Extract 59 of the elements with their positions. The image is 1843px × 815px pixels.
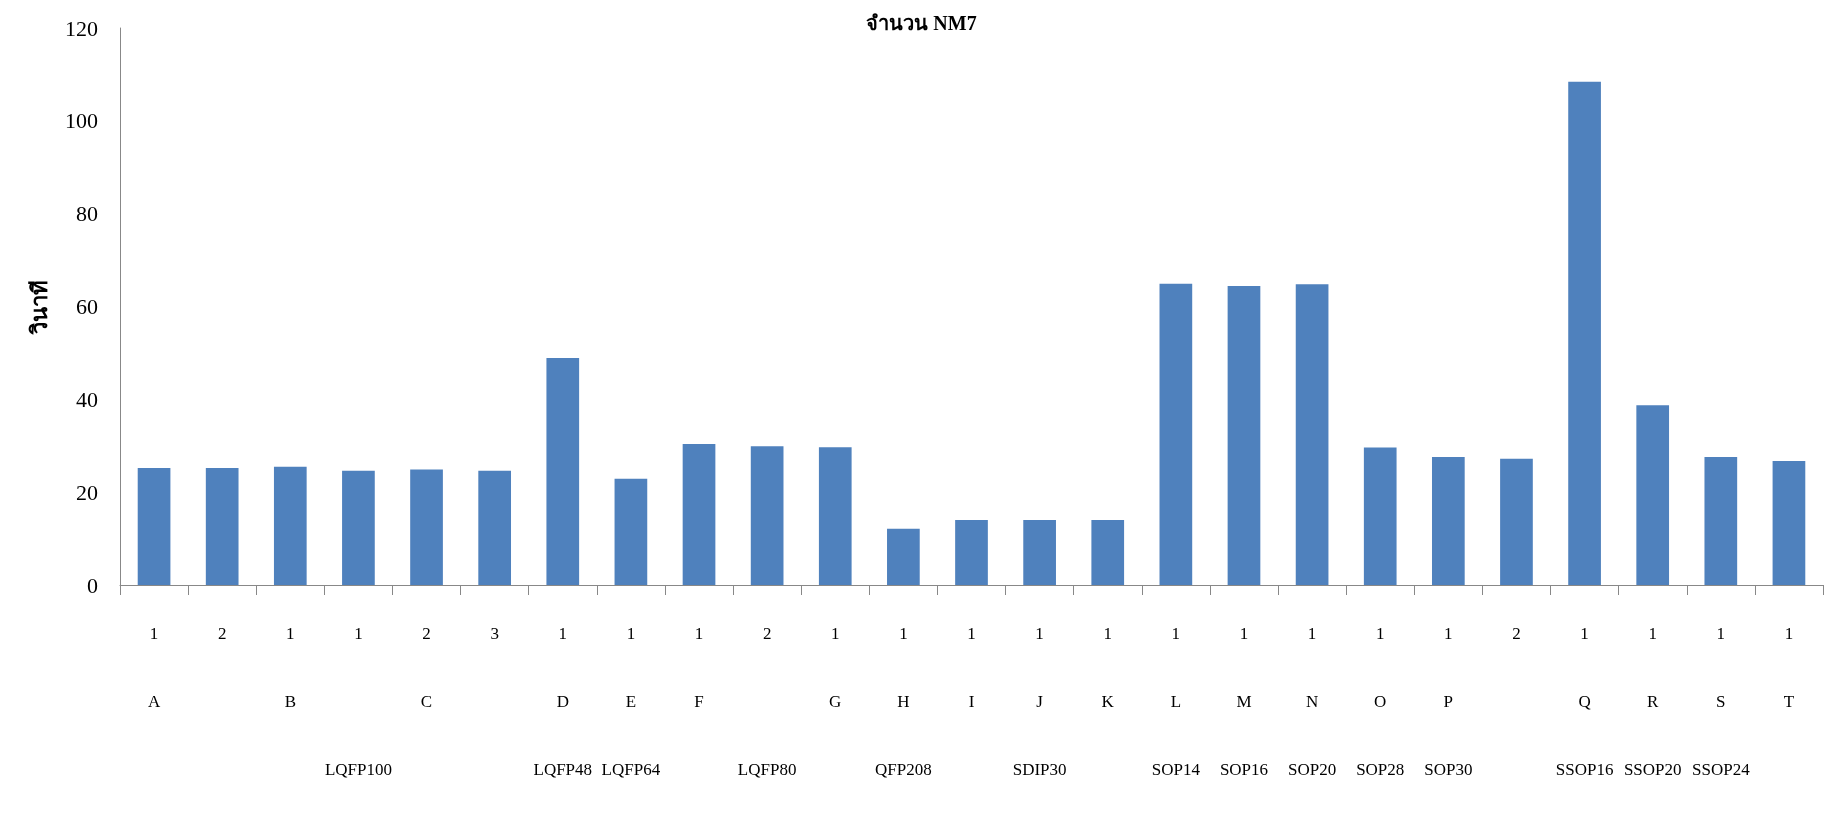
x-tick-label: 3: [490, 623, 499, 643]
bar: [1500, 458, 1533, 585]
category-label: 1 D LQFP48: [533, 623, 593, 779]
bar: [1431, 456, 1465, 585]
category-label: 1 P SOP30: [1424, 623, 1473, 779]
y-tick-label: 20: [76, 479, 98, 505]
category-label: 1 R SSOP20: [1623, 623, 1682, 779]
bar: [410, 469, 443, 585]
bar: [1023, 520, 1056, 585]
category-label: 1 T: [1783, 623, 1795, 711]
bar: [1363, 447, 1397, 585]
y-axis-title: วินาที: [26, 279, 52, 335]
y-tick-label: 0: [87, 572, 98, 598]
category-label: 1 H QFP208: [875, 623, 932, 779]
y-tick-label: 100: [65, 108, 98, 134]
bar: [1091, 520, 1125, 585]
category-label: 1 M SOP16: [1219, 623, 1269, 779]
y-tick-label: 60: [76, 294, 98, 319]
category-label: 1 B: [284, 623, 296, 711]
y-tick-label: 120: [65, 15, 98, 41]
bar: [1227, 286, 1261, 585]
bar: [478, 470, 512, 585]
bar: [342, 470, 375, 585]
bar: [1636, 405, 1670, 585]
bar: [1568, 81, 1601, 585]
bar: [955, 520, 988, 585]
category-label: 1 LQFP100: [324, 623, 392, 779]
bar: [887, 528, 920, 585]
category-label: 1 E LQFP64: [601, 623, 661, 779]
category-label: 1 S SSOP24: [1692, 623, 1750, 779]
category-label: 1 F: [694, 623, 704, 711]
x-tick-label: 2: [1512, 623, 1521, 643]
category-label: 2 C: [420, 623, 433, 711]
bar: [546, 358, 580, 585]
category-label: 1 Q SSOP16: [1555, 623, 1614, 779]
category-label: 1 I: [967, 623, 976, 711]
bar: [614, 478, 648, 585]
bar: [818, 447, 852, 585]
category-label: 1 G: [829, 623, 842, 711]
category-label: 1 K: [1101, 623, 1114, 711]
chart-title: จำนวน NM7: [866, 12, 977, 34]
y-tick-label: 80: [76, 201, 98, 227]
x-tick-label: 2: [217, 623, 227, 643]
category-label: 1 O SOP28: [1356, 623, 1405, 779]
category-label: 1 A: [147, 623, 161, 711]
category-label: 1 J SDIP30: [1012, 623, 1067, 779]
y-tick-label: 40: [76, 386, 98, 412]
bar: [205, 468, 239, 585]
category-label: 1 N SOP20: [1288, 623, 1337, 779]
category-label: 1 L SOP14: [1151, 623, 1200, 779]
bar: [1704, 456, 1738, 585]
bar: [273, 466, 307, 585]
bar: [750, 446, 784, 585]
bar: [1295, 284, 1329, 585]
bar: [1159, 283, 1193, 585]
bar: [682, 443, 716, 585]
bar: [1772, 461, 1806, 585]
bar: [137, 468, 171, 585]
category-label: 2 LQFP80: [737, 623, 797, 779]
